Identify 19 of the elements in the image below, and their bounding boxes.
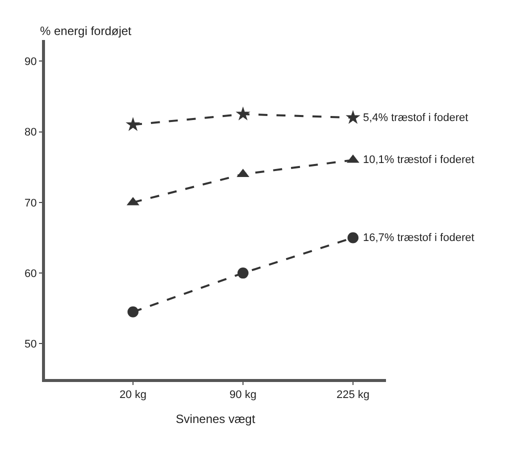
series-label: 10,1% træstof i foderet bbox=[363, 154, 474, 166]
series-label: 5,4% træstof i foderet bbox=[363, 112, 468, 124]
point bbox=[236, 106, 250, 120]
y-tick-label: 90 bbox=[24, 56, 37, 68]
y-tick-label: 80 bbox=[24, 126, 37, 139]
y-tick-label: 70 bbox=[24, 197, 37, 210]
point bbox=[238, 268, 248, 279]
x-tick-label: 225 kg bbox=[336, 389, 370, 402]
point bbox=[126, 117, 140, 131]
series-label: 16,7% træstof i foderet bbox=[363, 232, 474, 244]
x-tick-label: 90 kg bbox=[230, 389, 256, 402]
y-axis-title: % energi fordøjet bbox=[40, 24, 132, 38]
y-tick-label: 50 bbox=[24, 338, 37, 351]
x-tick-label: 20 kg bbox=[120, 389, 146, 402]
x-axis-title: Svinenes vægt bbox=[176, 412, 256, 426]
point bbox=[128, 306, 138, 318]
point bbox=[346, 110, 360, 124]
y-tick-label: 60 bbox=[24, 268, 37, 280]
point bbox=[348, 232, 358, 244]
